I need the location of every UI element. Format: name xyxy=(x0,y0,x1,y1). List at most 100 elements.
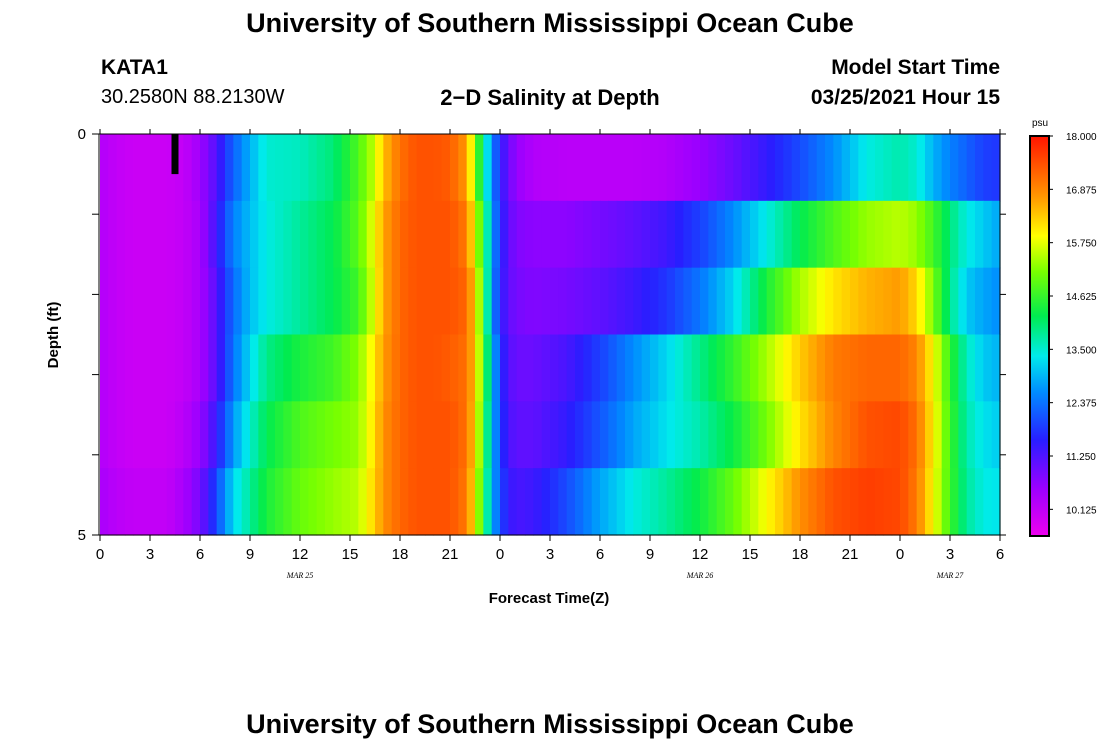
heatmap-cell xyxy=(475,200,484,269)
heatmap-cell xyxy=(333,334,343,402)
heatmap-cell xyxy=(866,401,876,469)
heatmap-cell xyxy=(700,134,709,202)
heatmap-cell xyxy=(925,134,934,202)
heatmap-cell xyxy=(775,267,784,336)
heatmap-cells xyxy=(100,134,1001,536)
heatmap-cell xyxy=(325,200,334,269)
heatmap-cell xyxy=(583,134,593,202)
heatmap-cell xyxy=(950,200,959,269)
heatmap-cell xyxy=(900,401,909,469)
heatmap-cell xyxy=(300,401,309,469)
heatmap-cell xyxy=(116,334,126,402)
colorbar-tick-label: 14.625 xyxy=(1066,292,1097,303)
heatmap-cell xyxy=(583,267,593,336)
heatmap-cell xyxy=(283,267,293,336)
heatmap-cell xyxy=(900,267,909,336)
heatmap-cell xyxy=(233,468,243,536)
heatmap-cell xyxy=(816,267,826,336)
heatmap-cell xyxy=(833,200,843,269)
heatmap-cell xyxy=(816,134,826,202)
heatmap-cell xyxy=(133,334,143,402)
colorbar-tick-label: 12.375 xyxy=(1066,399,1097,410)
heatmap-cell xyxy=(675,200,684,269)
heatmap-cell xyxy=(700,267,709,336)
heatmap-cell xyxy=(708,134,718,202)
heatmap-cell xyxy=(125,468,134,536)
heatmap-cell xyxy=(316,200,326,269)
heatmap-cell xyxy=(966,401,976,469)
heatmap-cell xyxy=(758,267,768,336)
heatmap-cell xyxy=(800,334,809,402)
heatmap-cell xyxy=(866,334,876,402)
heatmap-cell xyxy=(408,200,418,269)
heatmap-cell xyxy=(200,200,209,269)
heatmap-cell xyxy=(625,334,634,402)
heatmap-cell xyxy=(500,134,509,202)
heatmap-cell xyxy=(733,401,743,469)
heatmap-cell xyxy=(316,267,326,336)
heatmap-cell xyxy=(141,401,151,469)
heatmap-cell xyxy=(566,134,576,202)
heatmap-cell xyxy=(116,468,126,536)
heatmap-cell xyxy=(858,334,868,402)
heatmap-cell xyxy=(383,134,393,202)
heatmap-cell xyxy=(150,468,159,536)
heatmap-cell xyxy=(616,134,626,202)
heatmap-cell xyxy=(158,334,168,402)
heatmap-cell xyxy=(325,134,334,202)
heatmap-cell xyxy=(633,134,643,202)
heatmap-cell xyxy=(875,134,884,202)
heatmap-cell xyxy=(983,334,993,402)
heatmap-cell xyxy=(875,468,884,536)
heatmap-cell xyxy=(675,401,684,469)
heatmap-cell xyxy=(866,267,876,336)
heatmap-cell xyxy=(583,401,593,469)
heatmap-cell xyxy=(725,134,734,202)
heatmap-cell xyxy=(241,200,251,269)
heatmap-cell xyxy=(658,200,668,269)
heatmap-cell xyxy=(883,334,893,402)
heatmap-cell xyxy=(816,401,826,469)
heatmap-cell xyxy=(541,401,551,469)
heatmap-cell xyxy=(600,267,609,336)
heatmap-cell xyxy=(708,334,718,402)
heatmap-cell xyxy=(850,200,859,269)
heatmap-cell xyxy=(225,468,234,536)
heatmap-cell xyxy=(125,401,134,469)
heatmap-cell xyxy=(133,267,143,336)
heatmap-cell xyxy=(416,200,426,269)
heatmap-cell xyxy=(216,468,226,536)
heatmap-cell xyxy=(733,334,743,402)
heatmap-cell xyxy=(158,468,168,536)
x-tick-label: 15 xyxy=(342,546,359,563)
heatmap-cell xyxy=(516,200,526,269)
heatmap-cell xyxy=(300,267,309,336)
heatmap-cell xyxy=(533,334,543,402)
heatmap-cell xyxy=(466,134,476,202)
heatmap-cell xyxy=(850,401,859,469)
heatmap-cell xyxy=(783,401,793,469)
heatmap-cell xyxy=(175,334,184,402)
heatmap-cell xyxy=(683,134,693,202)
heatmap-cell xyxy=(375,334,384,402)
heatmap-cell xyxy=(375,468,384,536)
heatmap-cell xyxy=(541,468,551,536)
heatmap-cell xyxy=(841,401,851,469)
heatmap-cell xyxy=(391,468,401,536)
heatmap-cell xyxy=(900,134,909,202)
heatmap-cell xyxy=(491,468,501,536)
heatmap-cell xyxy=(975,200,984,269)
heatmap-cell xyxy=(766,267,776,336)
heatmap-cell xyxy=(425,200,434,269)
heatmap-cell xyxy=(883,267,893,336)
heatmap-cell xyxy=(858,267,868,336)
heatmap-cell xyxy=(483,401,493,469)
heatmap-cell xyxy=(941,334,951,402)
heatmap-cell xyxy=(808,401,818,469)
heatmap-cell xyxy=(658,134,668,202)
heatmap-cell xyxy=(141,267,151,336)
heatmap-cell xyxy=(575,401,584,469)
heatmap-cell xyxy=(108,468,118,536)
heatmap-cell xyxy=(766,200,776,269)
heatmap-cell xyxy=(791,334,801,402)
